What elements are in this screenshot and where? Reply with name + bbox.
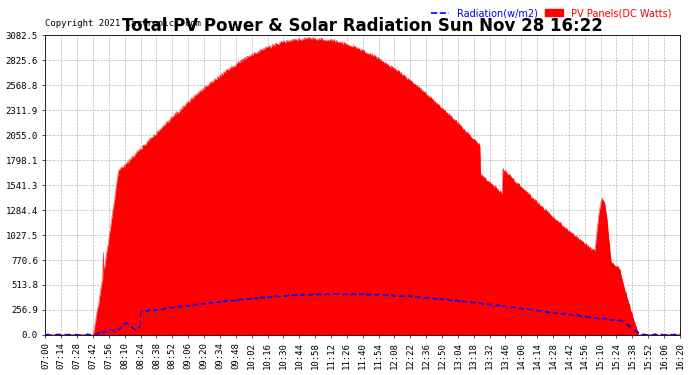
- Title: Total PV Power & Solar Radiation Sun Nov 28 16:22: Total PV Power & Solar Radiation Sun Nov…: [122, 17, 603, 35]
- Text: Copyright 2021 Cartronics.com: Copyright 2021 Cartronics.com: [46, 19, 201, 28]
- Legend: Radiation(w/m2), PV Panels(DC Watts): Radiation(w/m2), PV Panels(DC Watts): [428, 4, 675, 22]
